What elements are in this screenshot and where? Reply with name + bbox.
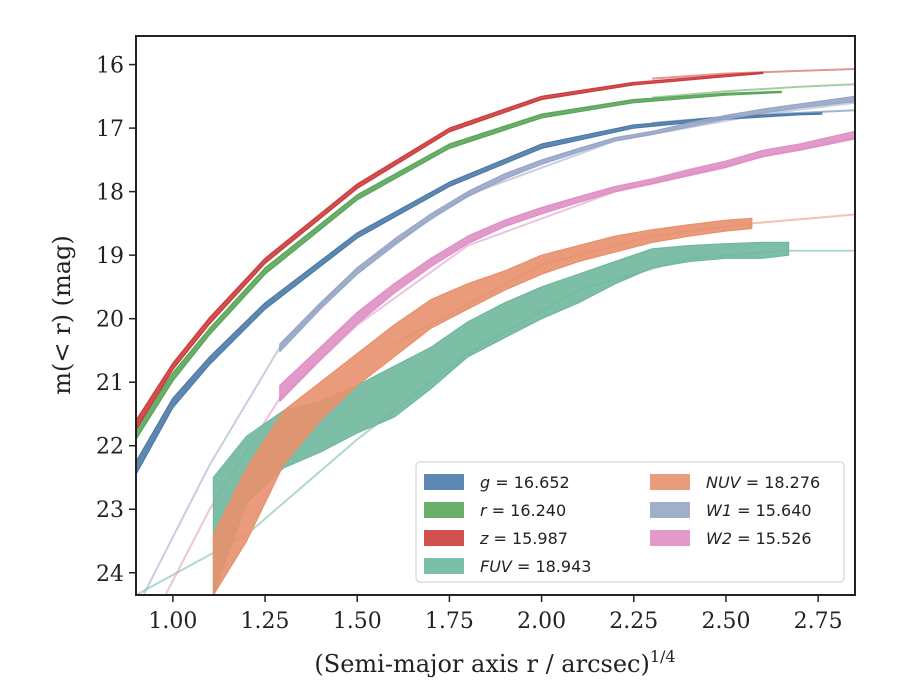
x-tick-label: 1.00 (148, 609, 197, 634)
legend-label-z: z = 15.987 (479, 529, 568, 548)
w2-profile-band (279, 130, 855, 402)
legend-label-fuv: FUV = 18.943 (480, 557, 591, 576)
plot-frame (135, 35, 856, 596)
y-tick-label: 20 (96, 308, 124, 333)
x-tick-label: 2.50 (701, 609, 750, 634)
x-axis-label: (Semi-major axis r / arcsec)1/4 (314, 647, 675, 678)
legend: g = 16.652 r = 16.240 z = 15.987 FUV = 18.9… (415, 461, 845, 583)
legend-label-w1: W1 = 15.640 (706, 501, 812, 520)
y-tick-label: 19 (96, 244, 124, 269)
z-profile-band (136, 71, 764, 431)
y-tick-label: 24 (96, 562, 124, 587)
w1-profile-band (279, 95, 855, 353)
r-profile-band (136, 90, 782, 440)
x-tick-label: 1.25 (241, 609, 290, 634)
y-axis-ticks: 16 17 18 19 20 21 22 23 24 (96, 54, 136, 587)
legend-swatch-fuv (424, 558, 464, 574)
r-model-curve (652, 83, 855, 99)
x-axis-ticks: 1.00 1.25 1.50 1.75 2.00 2.25 2.50 2.75 (148, 595, 843, 634)
y-tick-label: 18 (96, 181, 124, 206)
legend-swatch-nuv (650, 474, 690, 490)
legend-label-g: g = 16.652 (480, 473, 570, 492)
y-tick-label: 22 (96, 435, 124, 460)
legend-swatch-w2 (650, 530, 690, 546)
legend-swatch-w1 (650, 502, 690, 518)
x-tick-label: 2.75 (794, 609, 843, 634)
y-axis-label: m(< r) (mag) (48, 235, 76, 394)
legend-label-nuv: NUV = 18.276 (706, 473, 820, 492)
g-profile-band (136, 112, 823, 475)
x-axis-label-text: (Semi-major axis r / arcsec) (314, 650, 649, 678)
y-tick-label: 17 (96, 117, 124, 142)
x-axis-label-superscript: 1/4 (650, 647, 676, 666)
x-tick-label: 1.75 (425, 609, 474, 634)
legend-label-r: r = 16.240 (480, 501, 566, 520)
legend-swatch-g (424, 474, 464, 490)
fuv-profile-band (212, 241, 790, 595)
x-tick-label: 1.50 (333, 609, 382, 634)
profile-bands-layer (136, 71, 855, 595)
legend-label-w2: W2 = 15.526 (706, 529, 812, 548)
y-tick-label: 21 (96, 371, 124, 396)
y-tick-label: 23 (96, 498, 124, 523)
legend-swatch-r (424, 502, 464, 518)
x-tick-label: 2.25 (609, 609, 658, 634)
y-tick-label: 16 (96, 54, 124, 79)
nuv-profile-band (212, 217, 753, 595)
legend-box (415, 461, 845, 583)
x-tick-label: 2.00 (517, 609, 566, 634)
legend-swatch-z (424, 530, 464, 546)
